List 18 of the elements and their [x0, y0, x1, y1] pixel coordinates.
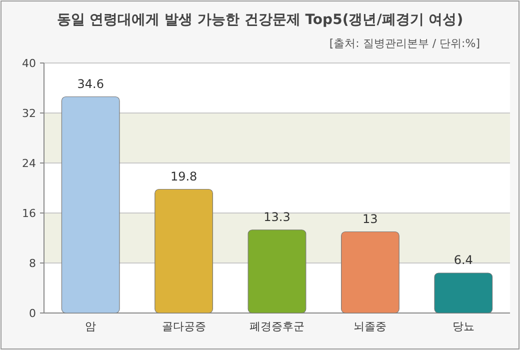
- y-tick-label: 0: [29, 307, 36, 320]
- y-tick-label: 16: [22, 207, 36, 220]
- chart-subtitle: [출처: 질병관리본부 / 단위:%]: [329, 37, 480, 50]
- x-tick-label: 암: [85, 320, 96, 333]
- data-label: 6.4: [454, 253, 473, 267]
- data-label: 34.6: [77, 76, 104, 91]
- y-tick-label: 40: [22, 57, 36, 70]
- x-tick-label: 뇌졸중: [354, 320, 387, 333]
- x-tick-label: 골다공증: [162, 320, 206, 333]
- data-label: 19.8: [170, 169, 198, 184]
- y-tick-label: 24: [22, 157, 36, 170]
- data-label: 13.3: [264, 210, 290, 224]
- x-tick-label: 당뇨: [452, 320, 474, 333]
- y-tick-label: 32: [22, 107, 36, 120]
- y-tick-label: 8: [29, 257, 36, 270]
- data-label: 13: [362, 212, 378, 226]
- chart-title: 동일 연령대에게 발생 가능한 건강문제 Top5(갱년/폐경기 여성): [56, 12, 464, 28]
- x-tick-label: 폐경증후군: [250, 320, 304, 333]
